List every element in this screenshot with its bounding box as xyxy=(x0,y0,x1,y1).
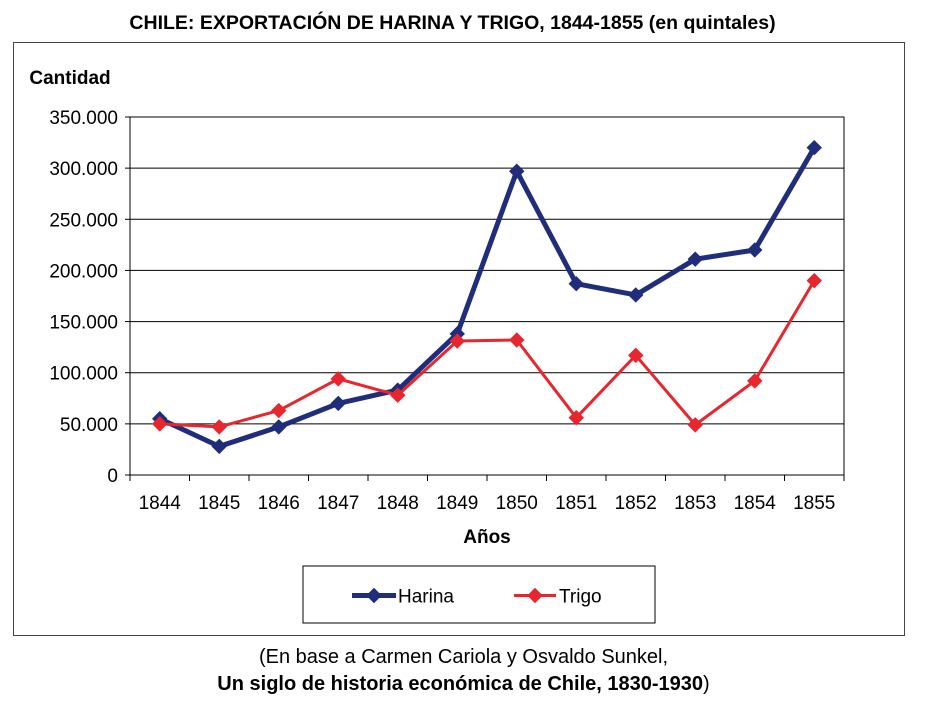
data-point-harina xyxy=(211,438,227,455)
data-point-harina xyxy=(330,395,346,412)
data-point-harina xyxy=(806,139,822,156)
source-book-title: Un siglo de historia económica de Chile,… xyxy=(217,673,704,695)
source-caption-line2: Un siglo de historia económica de Chile,… xyxy=(0,673,927,696)
x-tick-label: 1854 xyxy=(734,493,777,514)
source-caption-line1: (En base a Carmen Cariola y Osvaldo Sunk… xyxy=(258,646,669,668)
y-tick-label: 50.000 xyxy=(60,415,118,436)
x-tick-label: 1846 xyxy=(258,493,300,514)
data-point-trigo xyxy=(330,371,346,387)
data-point-trigo xyxy=(509,332,525,348)
x-tick-label: 1845 xyxy=(198,493,240,514)
x-tick-label: 1847 xyxy=(317,493,359,514)
x-tick-label: 1849 xyxy=(436,493,478,514)
source-caption-close: ) xyxy=(703,673,710,695)
y-tick-label: 250.000 xyxy=(49,210,118,231)
x-tick-label: 1844 xyxy=(139,493,182,514)
x-axis-title: Años xyxy=(463,527,511,548)
data-point-harina xyxy=(509,163,525,179)
y-axis-title: Cantidad xyxy=(29,68,110,89)
data-point-harina xyxy=(628,287,644,303)
x-tick-label: 1852 xyxy=(615,493,657,514)
data-point-trigo xyxy=(449,333,465,349)
data-point-trigo xyxy=(152,416,168,432)
data-point-harina xyxy=(687,251,703,267)
x-tick-label: 1851 xyxy=(555,493,597,514)
y-tick-label: 350.000 xyxy=(49,108,118,129)
y-tick-label: 0 xyxy=(107,466,118,487)
chart-title: CHILE: EXPORTACIÓN DE HARINA Y TRIGO, 18… xyxy=(129,12,776,34)
y-tick-label: 300.000 xyxy=(49,159,118,180)
data-point-trigo xyxy=(806,272,822,289)
legend-label-harina: Harina xyxy=(398,587,454,608)
x-tick-label: 1853 xyxy=(674,493,716,514)
data-point-trigo xyxy=(271,402,287,419)
data-point-trigo xyxy=(390,387,406,403)
series-line-trigo xyxy=(159,279,816,429)
data-point-harina xyxy=(568,276,584,292)
legend-marker-harina xyxy=(366,587,382,604)
data-point-trigo xyxy=(568,410,584,426)
y-tick-label: 200.000 xyxy=(49,261,118,282)
x-tick-label: 1850 xyxy=(496,493,538,514)
y-tick-label: 100.000 xyxy=(49,364,118,385)
data-point-harina xyxy=(271,419,287,435)
data-point-harina xyxy=(747,242,763,258)
x-tick-label: 1848 xyxy=(377,493,419,514)
x-tick-label: 1855 xyxy=(793,493,835,514)
series-line-harina xyxy=(158,146,817,449)
legend-box xyxy=(302,565,656,624)
y-tick-label: 150.000 xyxy=(49,313,118,334)
data-point-trigo xyxy=(628,347,644,364)
data-point-trigo xyxy=(211,419,227,435)
legend-label-trigo: Trigo xyxy=(559,587,602,608)
legend-marker-trigo xyxy=(527,587,543,604)
chart-frame xyxy=(13,42,905,636)
data-point-trigo xyxy=(687,417,703,433)
data-point-trigo xyxy=(747,373,763,389)
